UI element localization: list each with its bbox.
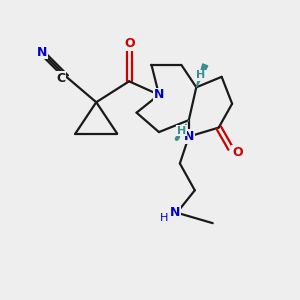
Text: N: N xyxy=(184,130,194,143)
Text: H: H xyxy=(196,70,206,80)
Text: N: N xyxy=(170,206,181,219)
Text: N: N xyxy=(154,88,164,101)
Polygon shape xyxy=(196,64,208,87)
Text: H: H xyxy=(177,126,186,136)
Text: O: O xyxy=(124,37,135,50)
Text: O: O xyxy=(232,146,242,159)
Text: N: N xyxy=(37,46,47,59)
Text: C: C xyxy=(56,72,66,85)
Text: H: H xyxy=(160,213,169,223)
